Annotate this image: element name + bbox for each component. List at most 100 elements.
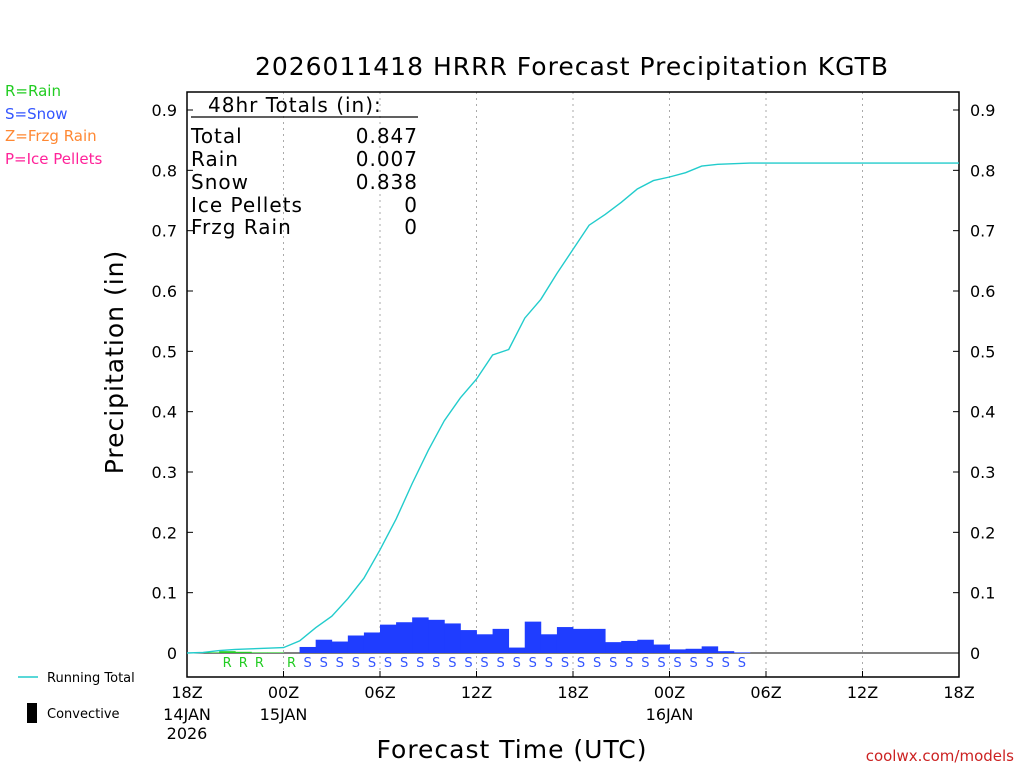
y-tick-label: 0.3 [970, 463, 995, 482]
precip-type-label: S [673, 656, 681, 671]
precip-bar [556, 627, 574, 653]
precip-bar [251, 652, 268, 653]
precip-type-label: S [432, 656, 440, 671]
precip-type-label: S [368, 656, 376, 671]
precip-bar [589, 628, 606, 653]
y-tick-label: 0 [970, 644, 980, 663]
totals-box: 48hr Totals (in): Total 0.847 Rain 0.007… [190, 93, 418, 239]
x-tick-label: 18Z [943, 683, 974, 702]
precip-bar [524, 621, 542, 653]
precip-bar [573, 628, 590, 653]
y-tick-label: 0.1 [970, 584, 995, 603]
precip-type-label: S [545, 656, 553, 671]
totals-value-ice-pellets: 0 [404, 193, 418, 217]
totals-label-total: Total [190, 124, 243, 148]
precip-bar [235, 651, 252, 653]
legend-snow: S=Snow [5, 105, 68, 123]
precip-type-label: S [336, 656, 344, 671]
precip-type-label: S [529, 656, 537, 671]
legend-frzg-rain: Z=Frzg Rain [5, 127, 97, 145]
precip-type-label: S [722, 656, 730, 671]
y-tick-label: 0.5 [152, 342, 177, 361]
precip-type-label: S [561, 656, 569, 671]
y-tick-label: 0.9 [970, 101, 995, 120]
y-tick-label: 0.7 [152, 222, 177, 241]
x-tick-label: 06Z [750, 683, 781, 702]
y-tick-label: 0.7 [970, 222, 995, 241]
precip-bar [203, 652, 220, 653]
x-tick-year-label: 2026 [167, 724, 208, 743]
precip-bar [299, 646, 317, 653]
x-tick-label: 12Z [847, 683, 878, 702]
precip-bar [396, 622, 413, 653]
totals-value-rain: 0.007 [356, 147, 418, 171]
precip-bar [347, 635, 365, 653]
watermark: coolwx.com/models [866, 747, 1014, 765]
precip-type-label: S [657, 656, 665, 671]
y-tick-label: 0.5 [970, 342, 995, 361]
precip-type-label: S [706, 656, 714, 671]
precip-type-label: S [320, 656, 328, 671]
y-tick-label: 0 [167, 644, 177, 663]
precip-bar [380, 624, 397, 653]
precip-bar [412, 617, 429, 653]
totals-value-frzg-rain: 0 [404, 215, 418, 239]
y-tick-label: 0.2 [970, 523, 995, 542]
precip-type-label: S [641, 656, 649, 671]
precip-type-label: R [287, 656, 296, 671]
precip-type-label: S [400, 656, 408, 671]
precip-bar [363, 632, 381, 653]
precip-bar [444, 623, 461, 653]
precip-bar [267, 652, 284, 653]
x-tick-date-label: 15JAN [260, 705, 308, 724]
precip-type-label: S [352, 656, 360, 671]
precip-type-label: S [738, 656, 746, 671]
precip-bar [492, 628, 510, 653]
precip-bar [733, 652, 751, 653]
precip-bar [540, 634, 558, 653]
precip-bar [428, 619, 445, 653]
precip-bar [508, 647, 526, 653]
y-tick-label: 0.8 [970, 161, 995, 180]
y-tick-label: 0.6 [152, 282, 177, 301]
x-tick-label: 00Z [268, 683, 299, 702]
x-tick-date-label: 16JAN [646, 705, 694, 724]
y-tick-label: 0.6 [970, 282, 995, 301]
chart-title: 2026011418 HRRR Forecast Precipitation K… [255, 52, 889, 81]
precip-type-label: S [513, 656, 521, 671]
totals-label-rain: Rain [191, 147, 239, 171]
legend-rain: R=Rain [5, 82, 61, 100]
precip-type-label: S [496, 656, 504, 671]
precip-type-label: S [448, 656, 456, 671]
precip-type-label: S [464, 656, 472, 671]
vertical-gridlines [283, 92, 863, 677]
precip-type-label: S [609, 656, 617, 671]
precip-bar [331, 641, 349, 653]
precip-type-label: S [303, 656, 311, 671]
hourly-precip-bars [203, 617, 751, 653]
y-tick-label: 0.4 [970, 403, 995, 422]
y-tick-label: 0.9 [152, 101, 177, 120]
legend-running-total: Running Total [47, 671, 135, 686]
precip-type-label: S [625, 656, 633, 671]
precip-bar [219, 651, 236, 653]
precip-type-label: S [384, 656, 392, 671]
x-tick-label: 06Z [364, 683, 395, 702]
precip-type-label: R [239, 656, 248, 671]
precip-bar [476, 634, 493, 653]
precip-type-label: S [577, 656, 585, 671]
precip-bar [637, 639, 654, 653]
precip-type-label: S [416, 656, 424, 671]
precip-bar [717, 651, 735, 653]
x-axis-title: Forecast Time (UTC) [377, 735, 648, 764]
totals-value-total: 0.847 [356, 124, 418, 148]
precip-type-label: R [255, 656, 264, 671]
precip-type-label: S [593, 656, 601, 671]
y-tick-label: 0.2 [152, 523, 177, 542]
precip-bar [669, 649, 686, 653]
x-tick-label: 12Z [461, 683, 492, 702]
x-tick-label: 18Z [557, 683, 588, 702]
